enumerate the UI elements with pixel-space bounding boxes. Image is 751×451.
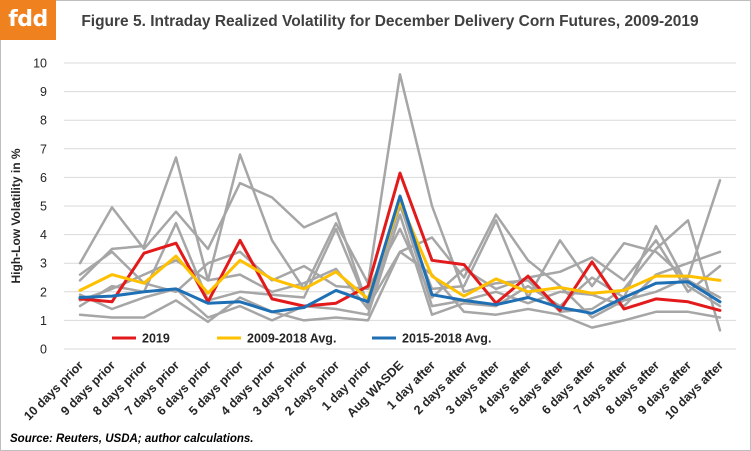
legend-label: 2009-2018 Avg.: [247, 332, 336, 346]
series-line-year: [78, 227, 722, 299]
y-tick-label: 7: [40, 142, 47, 156]
y-tick-label: 10: [33, 57, 47, 71]
legend-label: 2019: [142, 332, 170, 346]
legend-label: 2015-2018 Avg.: [402, 332, 491, 346]
y-tick-label: 0: [40, 343, 47, 357]
series-line-2015-2018-avg: [78, 194, 722, 315]
y-tick-label: 8: [40, 114, 47, 128]
y-tick-label: 5: [40, 200, 47, 214]
y-tick-label: 9: [40, 85, 47, 99]
source-note: Source: Reuters, USDA; author calculatio…: [10, 433, 254, 445]
fdd-logo: fdd: [0, 0, 56, 40]
legend: 2019 2009-2018 Avg. 2015-2018 Avg.: [112, 332, 491, 346]
series-line-2009-2018-avg: [78, 200, 722, 301]
y-axis-label: High-Low Volatility in %: [9, 148, 23, 283]
chart-title: Figure 5. Intraday Realized Volatility f…: [81, 13, 699, 30]
y-tick-label: 1: [40, 314, 47, 328]
series-lines: [78, 73, 722, 332]
y-tick-label: 2: [40, 285, 47, 299]
y-tick-label: 6: [40, 171, 47, 185]
series-line-year: [78, 250, 722, 329]
y-axis-ticks: 0 1 2 3 4 5 6 7 8 9 10: [33, 57, 47, 357]
y-tick-label: 3: [40, 257, 47, 271]
y-tick-label: 4: [40, 228, 47, 242]
series-line-2019: [78, 171, 722, 312]
